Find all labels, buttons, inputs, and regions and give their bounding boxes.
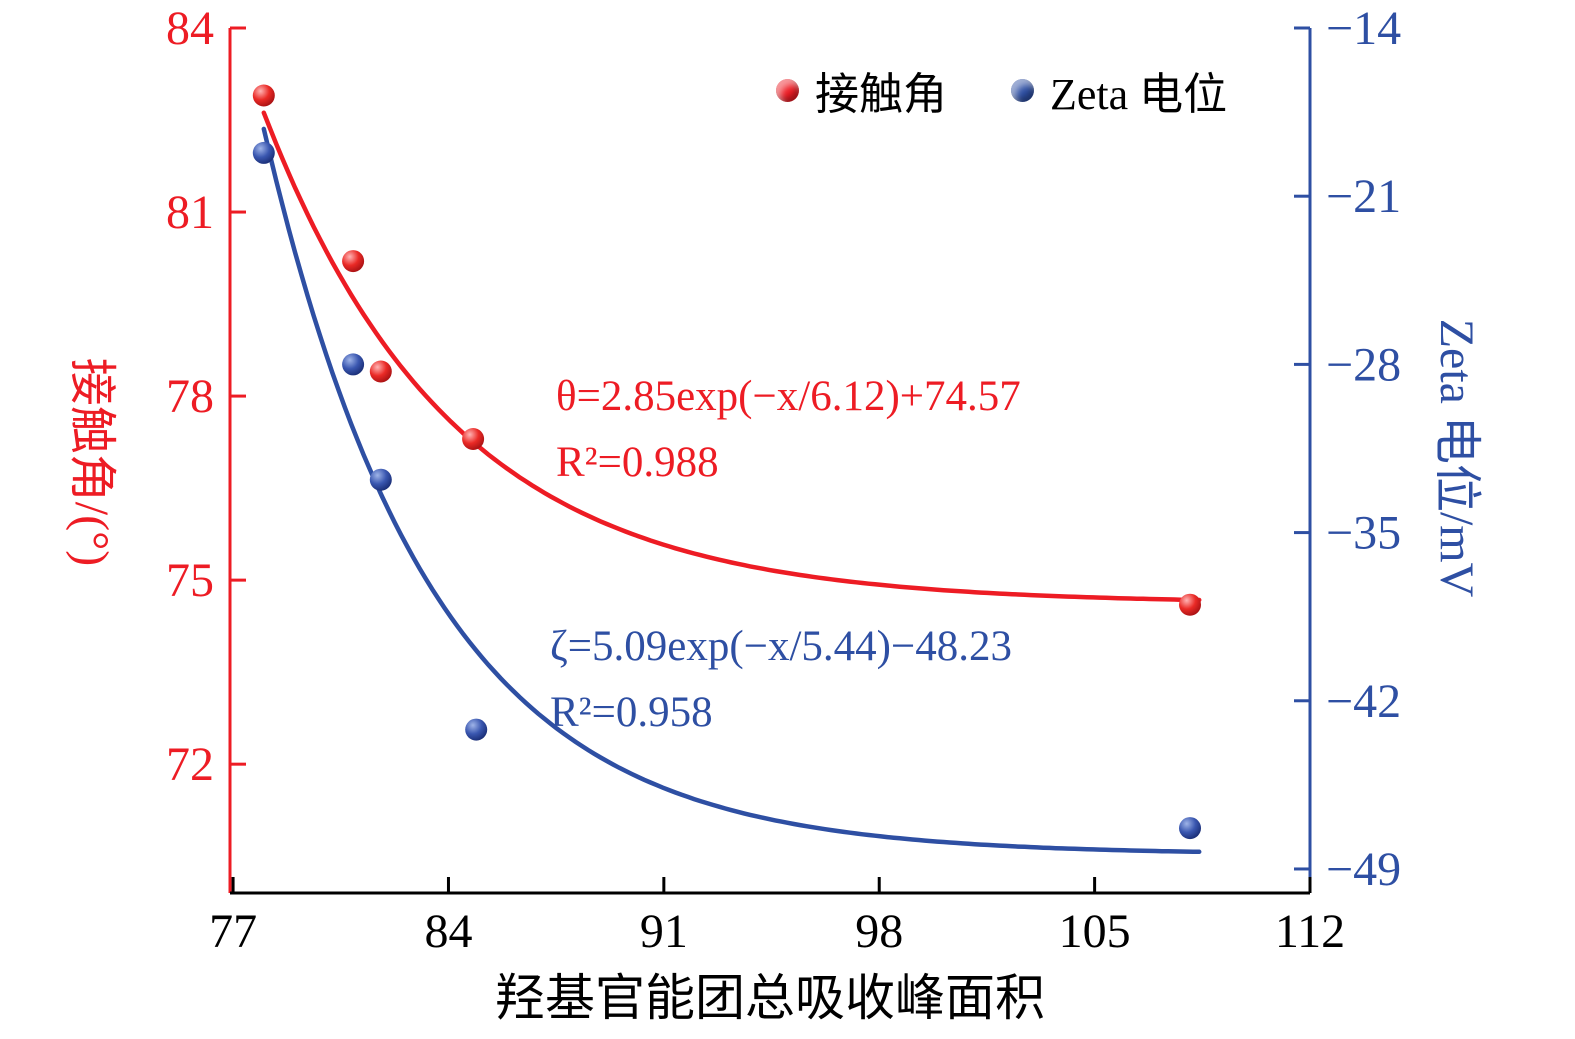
legend-item-contact-angle: 接触角 xyxy=(776,58,947,122)
data-point-contact-angle xyxy=(252,84,275,107)
x-tick-label: 98 xyxy=(855,905,903,958)
y-left-tick-label: 75 xyxy=(166,554,214,607)
y-left-tick-label: 78 xyxy=(166,370,214,423)
y-left-tick-label: 81 xyxy=(166,186,214,239)
data-point-zeta xyxy=(1179,817,1201,840)
x-axis-title: 羟基官能团总吸收峰面积 xyxy=(495,970,1045,1026)
data-point-contact-angle xyxy=(369,360,392,383)
x-tick-label: 77 xyxy=(209,905,257,958)
data-point-zeta xyxy=(342,353,365,376)
legend-marker-red-dot-icon xyxy=(776,78,799,102)
y-right-axis-title: Zeta 电位/mV xyxy=(1430,318,1483,598)
legend-marker-blue-dot-icon xyxy=(1011,78,1034,102)
data-point-contact-angle xyxy=(462,428,485,450)
fit-curve-contact-angle xyxy=(261,110,1202,603)
data-point-zeta xyxy=(252,141,275,164)
data-point-contact-angle xyxy=(342,250,365,273)
fit-curve-zeta xyxy=(261,126,1202,855)
x-tick-label: 84 xyxy=(424,905,472,958)
y-left-axis-title: 接触角/(°) xyxy=(65,357,118,567)
blue-fit-equation: ζ=5.09exp(−x/5.44)−48.23 xyxy=(550,623,1012,670)
y-right-tick-label: −49 xyxy=(1326,843,1401,896)
y-right-tick-label: −28 xyxy=(1326,338,1401,391)
blue-fit-r2: R²=0.958 xyxy=(550,689,713,736)
x-tick-label: 112 xyxy=(1275,905,1345,958)
x-tick-label: 105 xyxy=(1059,905,1131,958)
data-point-zeta xyxy=(465,718,488,741)
y-right-tick-label: −42 xyxy=(1326,675,1401,728)
x-tick-label: 91 xyxy=(640,905,688,958)
y-left-tick-label: 84 xyxy=(166,2,214,55)
legend-label-contact-angle: 接触角 xyxy=(815,70,947,119)
legend: 接触角 Zeta 电位 xyxy=(776,58,1227,122)
legend-label-zeta: Zeta 电位 xyxy=(1050,70,1228,119)
data-point-contact-angle xyxy=(1179,593,1201,616)
legend-item-zeta: Zeta 电位 xyxy=(1011,58,1227,122)
red-fit-r2: R²=0.988 xyxy=(556,439,719,486)
data-point-zeta xyxy=(369,468,392,491)
y-left-tick-label: 72 xyxy=(166,738,214,791)
y-right-tick-label: −35 xyxy=(1326,507,1401,560)
y-right-tick-label: −21 xyxy=(1326,170,1401,223)
red-fit-equation: θ=2.85exp(−x/6.12)+74.57 xyxy=(556,373,1021,420)
y-right-tick-label: −14 xyxy=(1326,2,1401,55)
